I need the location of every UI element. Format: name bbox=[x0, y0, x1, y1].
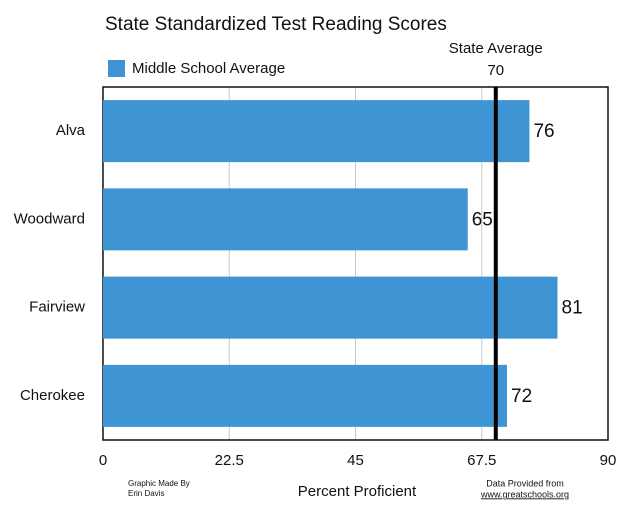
credit: Graphic Made By bbox=[128, 479, 190, 488]
legend-swatch bbox=[108, 60, 125, 77]
value-label: 76 bbox=[533, 121, 554, 142]
value-label: 81 bbox=[562, 298, 583, 319]
bar bbox=[103, 100, 530, 163]
x-tick-label: 22.5 bbox=[215, 452, 244, 469]
reference-label: State Average bbox=[449, 40, 543, 57]
bar bbox=[103, 364, 507, 427]
y-tick-label: Woodward bbox=[14, 210, 85, 227]
value-label: 65 bbox=[472, 209, 493, 230]
plot-border bbox=[102, 86, 609, 441]
bar bbox=[103, 188, 468, 251]
y-tick-label: Cherokee bbox=[20, 387, 85, 404]
y-tick-label: Alva bbox=[56, 122, 86, 139]
x-tick-label: 67.5 bbox=[467, 452, 496, 469]
x-tick-label: 45 bbox=[347, 452, 364, 469]
chart-title: State Standardized Test Reading Scores bbox=[105, 14, 447, 35]
credit-link: www.greatschools.org bbox=[480, 489, 569, 499]
credit: Erin Davis bbox=[128, 489, 164, 498]
value-label: 72 bbox=[511, 386, 532, 407]
x-tick-label: 0 bbox=[99, 452, 107, 469]
credit: Data Provided from bbox=[486, 478, 564, 488]
reference-value: 70 bbox=[487, 62, 504, 79]
legend-label: Middle School Average bbox=[132, 60, 285, 77]
x-tick-label: 90 bbox=[600, 452, 617, 469]
bar bbox=[103, 276, 558, 339]
y-tick-label: Fairview bbox=[29, 299, 85, 316]
x-axis-label: Percent Proficient bbox=[298, 483, 417, 500]
